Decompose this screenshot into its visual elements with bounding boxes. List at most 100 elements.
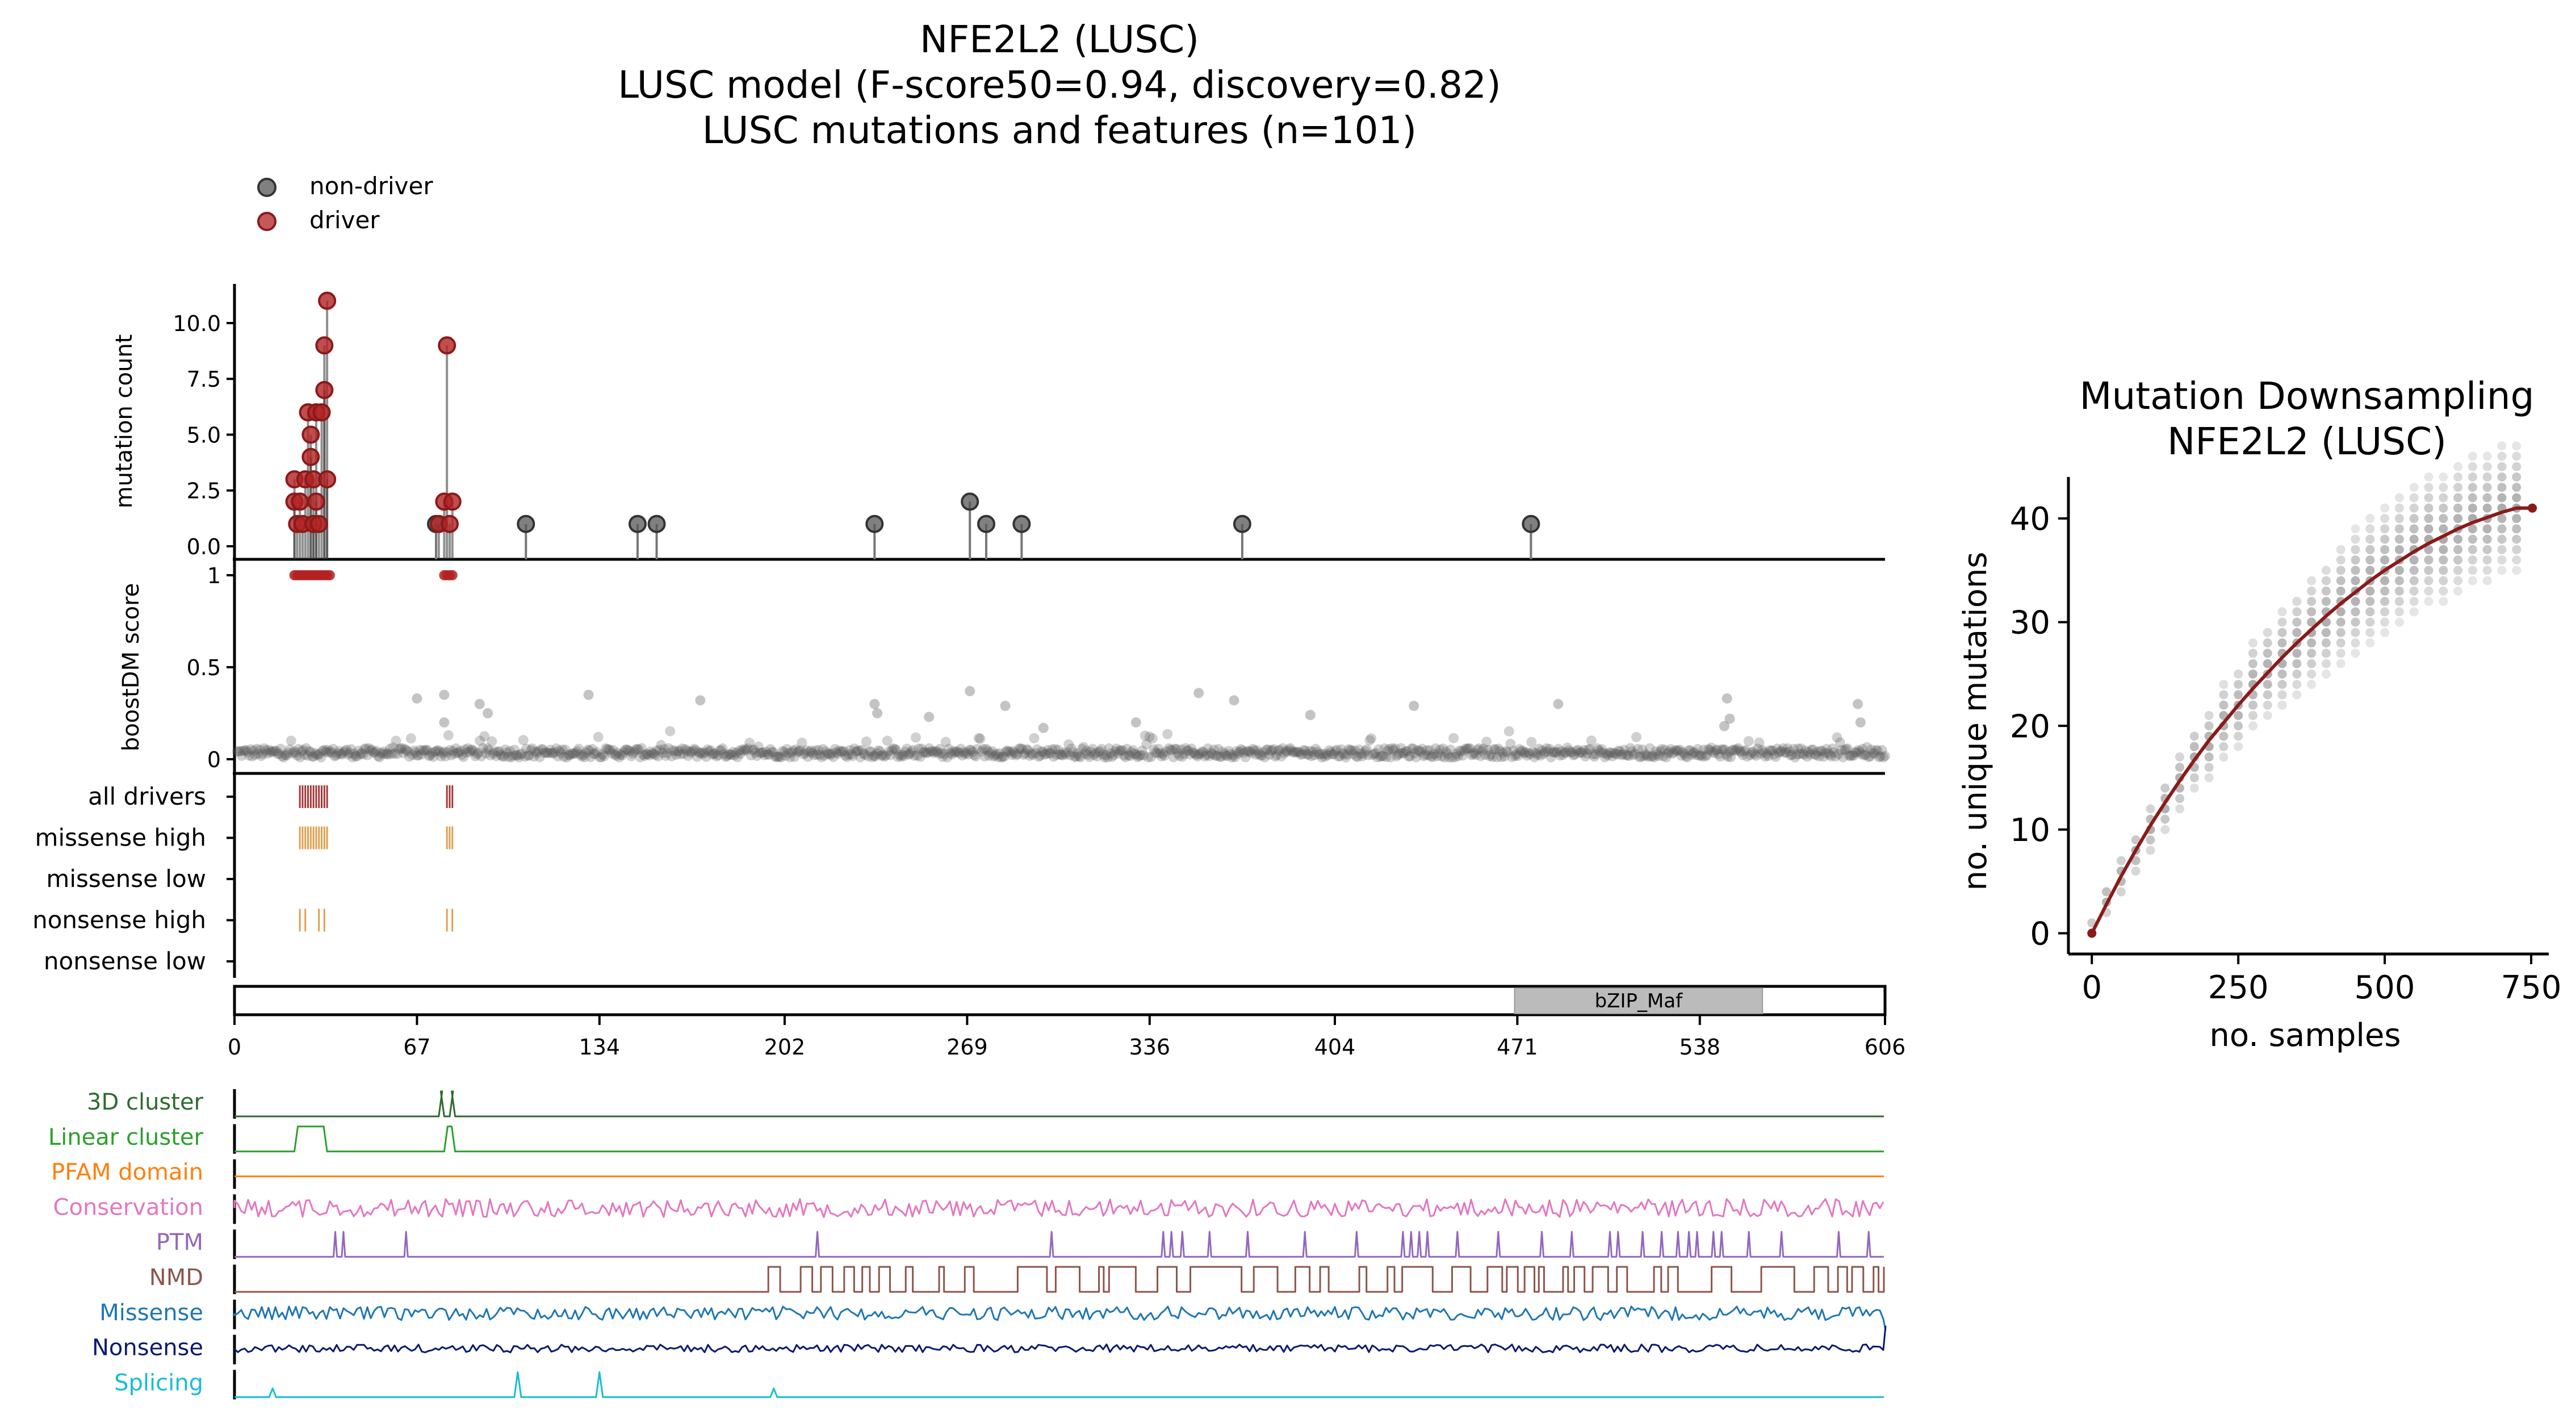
ds-point — [2146, 835, 2155, 845]
score-point-high — [439, 717, 450, 728]
score-point — [1268, 744, 1279, 755]
score-point — [1072, 748, 1083, 759]
ds-point — [2277, 680, 2287, 689]
score-point — [858, 748, 869, 759]
score-point — [615, 749, 626, 760]
score-point — [978, 743, 988, 754]
score-point — [1722, 751, 1733, 762]
score-point — [1363, 750, 1373, 760]
ds-point — [2365, 514, 2375, 524]
ds-point — [2380, 597, 2390, 606]
score-point — [509, 744, 520, 755]
score-point — [982, 746, 993, 756]
score-point — [1872, 745, 1883, 756]
score-point — [881, 750, 891, 761]
score-point-high — [1229, 695, 1239, 706]
score-point — [841, 752, 852, 763]
score-point — [1240, 752, 1251, 763]
score-point — [449, 748, 460, 759]
ds-point — [2453, 576, 2463, 585]
score-point — [489, 746, 500, 757]
score-point — [1578, 744, 1589, 755]
score-point — [370, 747, 380, 758]
legend-marker-driver — [257, 212, 277, 231]
score-point — [942, 752, 953, 763]
score-point — [1691, 750, 1702, 760]
score-point — [690, 745, 701, 756]
score-point — [497, 751, 508, 762]
ds-point — [2482, 503, 2492, 513]
score-point — [1826, 751, 1837, 761]
score-point — [254, 744, 265, 755]
score-point — [575, 749, 585, 760]
ds-point — [2263, 690, 2272, 700]
score-point — [1477, 746, 1488, 756]
ds-point — [2497, 555, 2507, 565]
score-point — [1611, 749, 1622, 760]
score-point — [927, 746, 937, 756]
score-point — [1613, 745, 1624, 756]
score-point — [921, 748, 932, 759]
ds-point — [2234, 742, 2243, 751]
domain-label: bZIP_Maf — [1595, 990, 1683, 1012]
score-point — [552, 751, 563, 761]
ds-point — [2321, 648, 2331, 658]
score-point — [1442, 749, 1453, 760]
feature-label: Nonsense — [92, 1335, 203, 1361]
score-point — [287, 748, 298, 759]
ds-point — [2321, 586, 2331, 596]
score-point — [1130, 749, 1141, 760]
score-point — [1109, 746, 1120, 757]
score-point — [1649, 752, 1660, 763]
score-point — [1492, 752, 1502, 763]
score-point — [1135, 750, 1146, 760]
score-point — [558, 751, 569, 762]
score-point — [1766, 745, 1777, 756]
score-point — [298, 744, 308, 755]
score-point — [1333, 751, 1343, 761]
score-point — [1721, 749, 1732, 760]
needle-head-nondriver — [1522, 514, 1540, 533]
track-label: missense low — [46, 865, 206, 893]
score-point — [855, 752, 866, 763]
ds-point — [2497, 524, 2507, 534]
score-point — [380, 749, 391, 760]
needle-head-nondriver — [647, 514, 666, 533]
score-point — [260, 745, 271, 756]
score-point — [1459, 745, 1469, 756]
score-point — [476, 751, 487, 761]
score-point — [951, 746, 962, 757]
score-point — [811, 749, 822, 760]
score-point-high — [965, 686, 975, 697]
score-point — [527, 743, 538, 754]
ds-point — [2307, 648, 2317, 658]
xtick-label: 202 — [764, 1035, 806, 1060]
score-point — [1065, 750, 1075, 760]
ds-point — [2468, 566, 2477, 575]
ds-point — [2146, 804, 2155, 814]
score-point — [236, 750, 247, 761]
score-point — [296, 746, 307, 757]
ds-point — [2394, 503, 2404, 513]
score-point — [1282, 746, 1293, 757]
score-point — [1514, 744, 1525, 755]
score-point — [1196, 746, 1207, 757]
score-point — [897, 750, 908, 760]
score-point — [946, 749, 957, 760]
score-point — [480, 748, 491, 759]
ds-point — [2380, 576, 2390, 585]
score-point — [1044, 748, 1054, 759]
score-point — [1694, 750, 1704, 761]
score-point — [1092, 751, 1103, 762]
score-point — [359, 744, 370, 755]
score-point-high — [483, 708, 493, 718]
ds-point — [2394, 617, 2404, 627]
score-point — [1339, 749, 1350, 760]
score-point — [1761, 748, 1772, 759]
score-point — [1128, 745, 1138, 756]
score-point — [488, 748, 499, 759]
score-point — [590, 748, 601, 759]
main-title-line-2: LUSC model (F-score50=0.94, discovery=0.… — [618, 63, 1501, 107]
score-point — [1745, 750, 1756, 760]
score-point — [621, 744, 632, 755]
